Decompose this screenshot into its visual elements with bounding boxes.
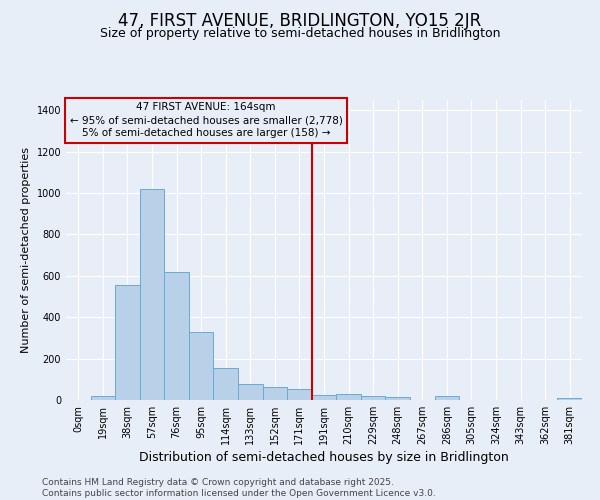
Bar bbox=[434, 396, 459, 400]
Bar bbox=[91, 396, 115, 400]
Bar bbox=[557, 398, 582, 400]
Y-axis label: Number of semi-detached properties: Number of semi-detached properties bbox=[21, 147, 31, 353]
Bar bbox=[385, 397, 410, 400]
Bar bbox=[189, 332, 214, 400]
Text: Contains HM Land Registry data © Crown copyright and database right 2025.
Contai: Contains HM Land Registry data © Crown c… bbox=[42, 478, 436, 498]
Bar bbox=[287, 388, 312, 400]
Bar bbox=[238, 384, 263, 400]
Text: 47 FIRST AVENUE: 164sqm
← 95% of semi-detached houses are smaller (2,778)
5% of : 47 FIRST AVENUE: 164sqm ← 95% of semi-de… bbox=[70, 102, 343, 139]
Bar bbox=[140, 189, 164, 400]
Bar bbox=[214, 368, 238, 400]
Bar bbox=[115, 285, 140, 400]
Bar bbox=[336, 394, 361, 400]
Bar bbox=[312, 395, 336, 400]
Bar bbox=[361, 396, 385, 400]
Text: 47, FIRST AVENUE, BRIDLINGTON, YO15 2JR: 47, FIRST AVENUE, BRIDLINGTON, YO15 2JR bbox=[118, 12, 482, 30]
Text: Size of property relative to semi-detached houses in Bridlington: Size of property relative to semi-detach… bbox=[100, 28, 500, 40]
X-axis label: Distribution of semi-detached houses by size in Bridlington: Distribution of semi-detached houses by … bbox=[139, 451, 509, 464]
Bar bbox=[164, 272, 189, 400]
Bar bbox=[263, 386, 287, 400]
